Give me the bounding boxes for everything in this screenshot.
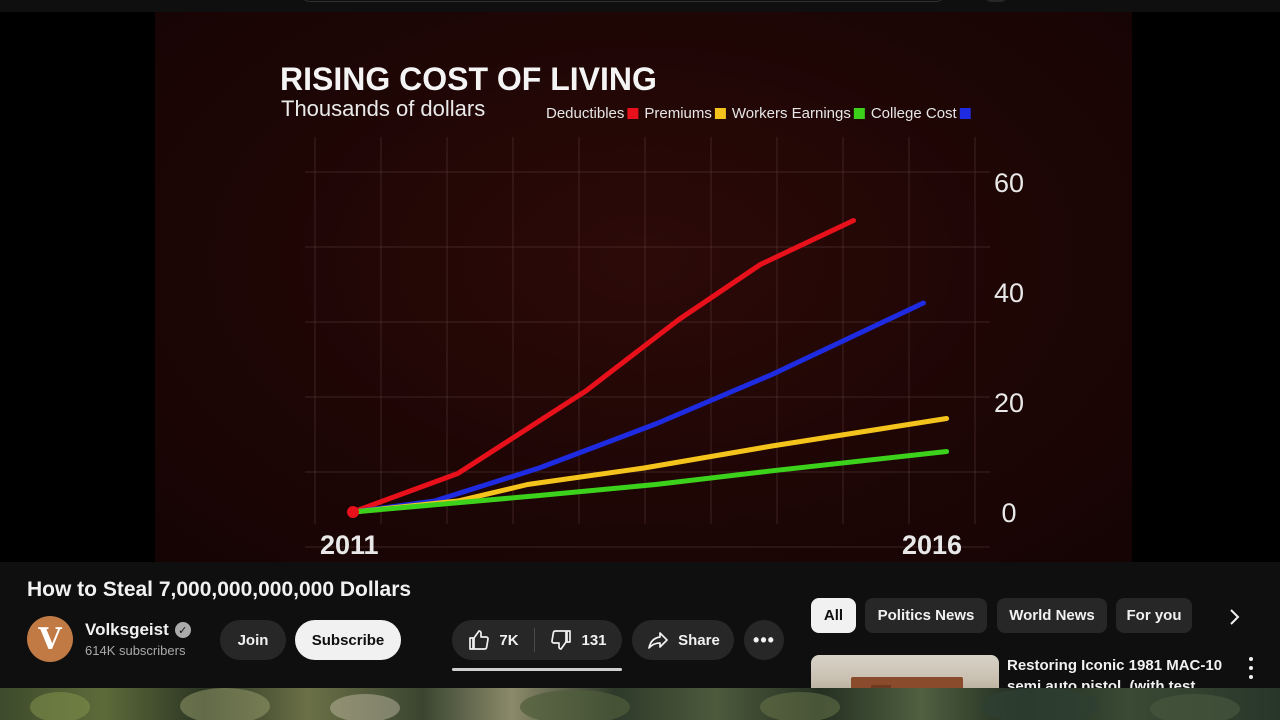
chip-all[interactable]: All [811,598,856,633]
like-divider [534,628,535,652]
dislike-button[interactable]: 131 [535,620,621,660]
y-tick-label: 60 [994,168,1024,198]
dot [1249,657,1253,661]
x-tick-label: 2011 [320,530,379,560]
recommendation-menu-button[interactable] [1242,657,1260,679]
chart-grid [305,137,990,548]
legend-swatch [853,108,865,119]
video-owner: V Volksgeist ✓ 614K subscribers [27,616,191,662]
top-bar [0,0,1280,12]
chart-legend: Deductibles Premiums Workers Earnings Colle… [546,105,971,122]
voice-search-edge[interactable] [984,0,1008,2]
thumbs-down-icon [551,630,572,650]
subscriber-count: 614K subscribers [85,643,186,658]
video-frame[interactable]: RISING COST OF LIVING Thousands of dolla… [155,12,1132,562]
foliage-blob [520,690,630,720]
foliage-blob [180,688,270,720]
share-button[interactable]: Share [632,620,734,660]
like-ratio-fill [452,668,622,671]
legend-label: Workers Earnings [732,105,851,122]
channel-name-row: Volksgeist ✓ [85,620,191,640]
join-button[interactable]: Join [220,620,286,660]
like-button[interactable]: 7K [452,620,534,660]
video-player[interactable]: RISING COST OF LIVING Thousands of dolla… [0,12,1280,562]
dot [1249,666,1253,670]
chart-subtitle: Thousands of dollars [281,96,485,121]
series-line-college-cost [350,449,950,515]
y-tick-label: 40 [994,278,1024,308]
more-horizontal-icon: ••• [753,629,775,650]
video-title: How to Steal 7,000,000,000,000 Dollars [27,578,412,601]
legend-swatch [627,108,639,119]
legend-swatch [714,108,726,119]
share-label: Share [678,631,720,649]
chart-lines [347,218,950,518]
more-actions-button[interactable]: ••• [744,620,784,660]
share-icon [648,632,668,649]
y-tick-label: 0 [1001,498,1016,528]
series-line-deductibles [350,218,856,515]
cost-of-living-chart: RISING COST OF LIVING Thousands of dolla… [280,61,1024,560]
chart-title: RISING COST OF LIVING [280,61,657,97]
background-window-strip [0,688,1280,720]
subscribe-button[interactable]: Subscribe [295,620,401,660]
channel-info: Volksgeist ✓ 614K subscribers [85,620,191,658]
channel-avatar[interactable]: V [27,616,73,662]
legend-swatch [959,108,971,119]
like-dislike-group: 7K 131 [452,620,622,660]
dislike-count: 131 [581,631,607,649]
dot [1249,675,1253,679]
check-circle-icon: ✓ [174,622,191,638]
foliage-blob [980,688,1100,720]
chip-politics-news[interactable]: Politics News [865,598,987,633]
like-count: 7K [499,631,519,649]
y-tick-label: 20 [994,388,1024,418]
y-axis-ticks: 0 20 40 60 [994,168,1024,528]
chevron-right-icon [1230,609,1240,625]
legend-label: Premiums [644,105,712,122]
legend-label: Deductibles [546,105,624,122]
foliage-blob [760,692,840,720]
like-ratio-bar [452,668,622,671]
chips-next-button[interactable] [1220,603,1248,631]
chip-world-news[interactable]: World News [997,598,1107,633]
x-axis-ticks: 2011 2016 [320,530,962,560]
avatar-letter: V [38,621,62,657]
foliage-blob [330,694,400,720]
foliage-blob [1150,694,1240,720]
search-box-edge[interactable] [300,0,946,2]
legend-label: College Cost [871,105,958,122]
channel-name[interactable]: Volksgeist [85,620,169,639]
series-start-point [347,506,359,518]
thumbs-up-icon [469,630,490,650]
chip-for-you[interactable]: For you [1116,598,1192,633]
x-tick-label: 2016 [902,530,962,560]
foliage-blob [30,692,90,720]
